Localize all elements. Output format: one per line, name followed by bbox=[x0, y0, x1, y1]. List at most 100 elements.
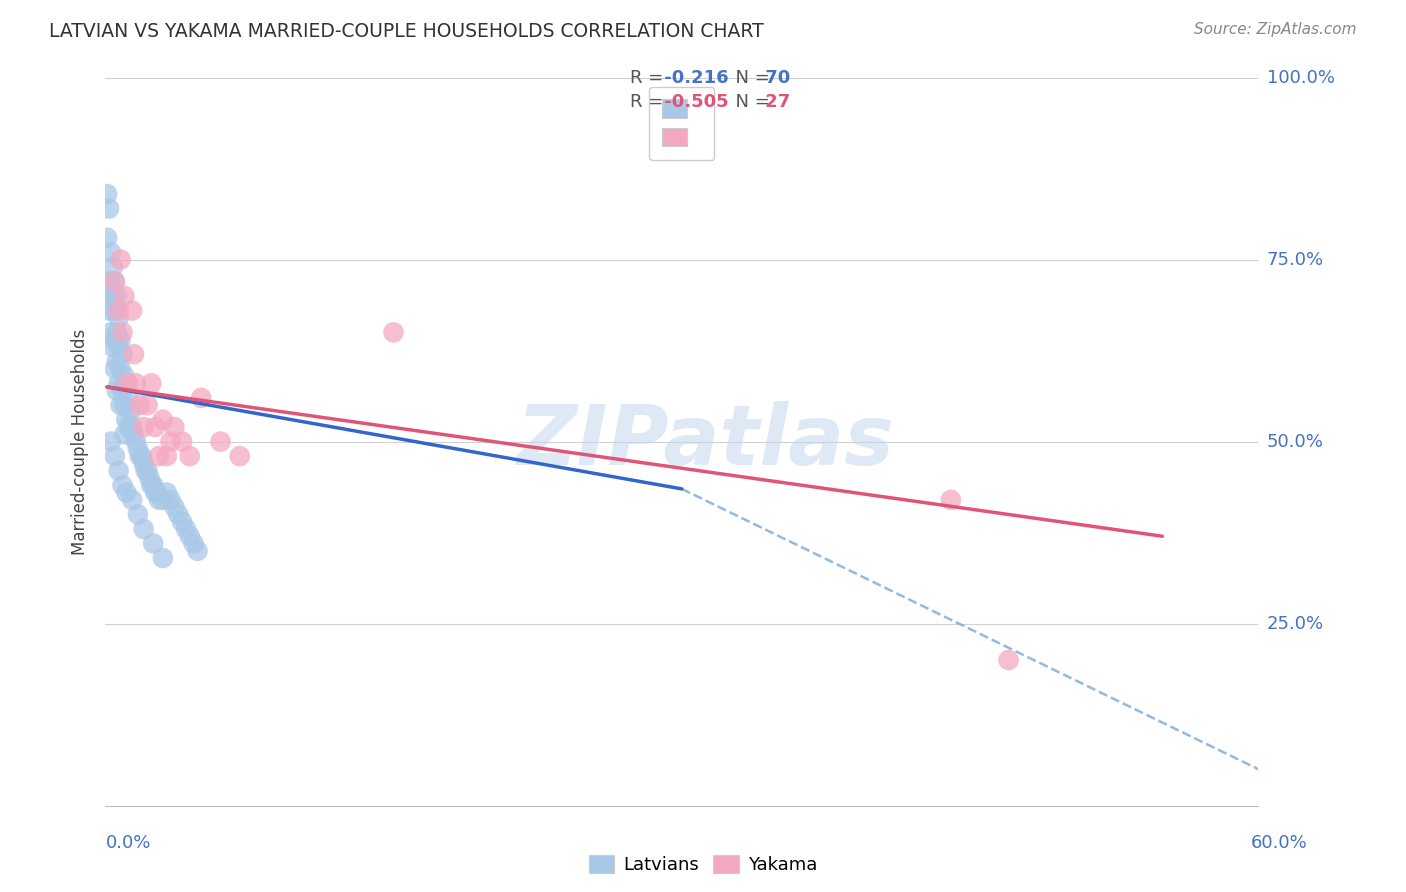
Point bbox=[107, 376, 129, 391]
Point bbox=[186, 543, 208, 558]
Point bbox=[143, 485, 166, 500]
Point bbox=[141, 478, 163, 492]
Point bbox=[135, 464, 157, 478]
Point bbox=[142, 536, 165, 550]
Point bbox=[148, 449, 170, 463]
Point bbox=[156, 449, 179, 463]
Point bbox=[101, 289, 124, 303]
Point bbox=[152, 413, 174, 427]
Point bbox=[156, 485, 179, 500]
Point bbox=[117, 376, 139, 391]
Point bbox=[138, 471, 160, 485]
Text: 70: 70 bbox=[759, 70, 790, 87]
Point bbox=[121, 420, 143, 434]
Point bbox=[122, 427, 145, 442]
Text: LATVIAN VS YAKAMA MARRIED-COUPLE HOUSEHOLDS CORRELATION CHART: LATVIAN VS YAKAMA MARRIED-COUPLE HOUSEHO… bbox=[49, 22, 763, 41]
Point bbox=[114, 398, 136, 412]
Point bbox=[148, 492, 170, 507]
Point bbox=[111, 478, 134, 492]
Point bbox=[110, 333, 132, 347]
Text: ZIPatlas: ZIPatlas bbox=[516, 401, 894, 482]
Point bbox=[159, 434, 181, 449]
Point bbox=[104, 361, 127, 376]
Point bbox=[128, 398, 150, 412]
Point bbox=[114, 427, 136, 442]
Point bbox=[382, 326, 405, 340]
Point bbox=[136, 398, 159, 412]
Point bbox=[125, 434, 148, 449]
Point bbox=[127, 508, 149, 522]
Point bbox=[111, 384, 134, 398]
Point bbox=[96, 230, 118, 244]
Point bbox=[143, 420, 166, 434]
Point bbox=[127, 442, 149, 456]
Point bbox=[100, 245, 122, 260]
Point bbox=[117, 420, 139, 434]
Point bbox=[105, 289, 128, 303]
Point bbox=[174, 522, 197, 536]
Point bbox=[939, 492, 962, 507]
Point bbox=[120, 405, 142, 419]
Text: -0.216: -0.216 bbox=[658, 70, 728, 87]
Text: 100.0%: 100.0% bbox=[1267, 69, 1334, 87]
Point bbox=[98, 303, 121, 318]
Point bbox=[104, 303, 127, 318]
Point bbox=[115, 413, 138, 427]
Point bbox=[110, 398, 132, 412]
Text: -0.505: -0.505 bbox=[658, 93, 728, 111]
Point bbox=[142, 478, 165, 492]
Point bbox=[163, 420, 186, 434]
Point bbox=[179, 529, 201, 543]
Text: N =: N = bbox=[724, 93, 770, 111]
Text: 25.0%: 25.0% bbox=[1267, 615, 1324, 632]
Point bbox=[111, 347, 134, 361]
Point bbox=[172, 434, 194, 449]
Point bbox=[114, 369, 136, 384]
Point bbox=[152, 551, 174, 566]
Point bbox=[121, 303, 143, 318]
Text: 0.0%: 0.0% bbox=[105, 834, 150, 852]
Point bbox=[104, 333, 127, 347]
Point bbox=[107, 310, 129, 325]
Point bbox=[172, 515, 194, 529]
Point bbox=[167, 508, 190, 522]
Point bbox=[111, 326, 134, 340]
Point bbox=[125, 376, 148, 391]
Point bbox=[104, 274, 127, 288]
Point bbox=[96, 187, 118, 202]
Point bbox=[107, 464, 129, 478]
Point bbox=[98, 274, 121, 288]
Point bbox=[100, 326, 122, 340]
Point bbox=[159, 492, 181, 507]
Point bbox=[100, 434, 122, 449]
Point bbox=[183, 536, 205, 550]
Point bbox=[115, 485, 138, 500]
Point bbox=[104, 274, 127, 288]
Point bbox=[136, 464, 159, 478]
Point bbox=[98, 202, 121, 216]
Point bbox=[110, 252, 132, 267]
Text: N =: N = bbox=[724, 70, 770, 87]
Y-axis label: Married-couple Households: Married-couple Households bbox=[72, 328, 89, 555]
Text: 75.0%: 75.0% bbox=[1267, 251, 1324, 268]
Point bbox=[110, 361, 132, 376]
Text: 50.0%: 50.0% bbox=[1267, 433, 1323, 450]
Point bbox=[105, 354, 128, 368]
Point bbox=[152, 492, 174, 507]
Text: Source: ZipAtlas.com: Source: ZipAtlas.com bbox=[1194, 22, 1357, 37]
Point bbox=[131, 449, 153, 463]
Point bbox=[128, 449, 150, 463]
Point bbox=[121, 492, 143, 507]
Text: 60.0%: 60.0% bbox=[1251, 834, 1308, 852]
Legend: , : , bbox=[650, 87, 714, 160]
Point bbox=[104, 449, 127, 463]
Point bbox=[132, 457, 155, 471]
Point bbox=[141, 376, 163, 391]
Legend: Latvians, Yakama: Latvians, Yakama bbox=[582, 847, 824, 881]
Point bbox=[107, 340, 129, 354]
Point bbox=[163, 500, 186, 515]
Point bbox=[229, 449, 252, 463]
Point bbox=[146, 485, 169, 500]
Text: R =: R = bbox=[630, 93, 664, 111]
Point bbox=[209, 434, 232, 449]
